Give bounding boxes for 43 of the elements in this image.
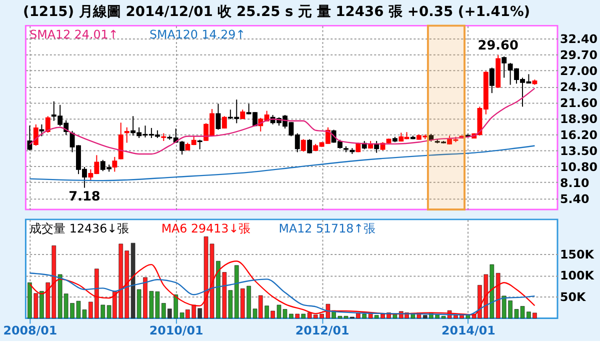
candlestick bbox=[39, 124, 44, 137]
y-tick-label: 27.00 bbox=[560, 64, 598, 78]
y-tick-label: 16.20 bbox=[560, 128, 598, 142]
candlestick bbox=[216, 103, 221, 130]
candlestick bbox=[33, 124, 38, 146]
x-tick-label: 2014/01 bbox=[442, 324, 496, 338]
y-tick-label: 18.90 bbox=[560, 112, 598, 126]
candlestick bbox=[112, 156, 118, 172]
y-tick-label: 29.70 bbox=[560, 48, 598, 62]
y-tick-label: 24.30 bbox=[560, 80, 598, 94]
candlestick bbox=[118, 122, 124, 160]
y-tick-label: 13.50 bbox=[560, 144, 598, 158]
x-tick-label: 2010/01 bbox=[149, 324, 204, 338]
y-tick-label: 21.60 bbox=[560, 96, 598, 110]
chart-title: (1215) 月線圖 2014/12/01 收 25.25 s 元 量 12436 張 +0.35 (+1.41%) bbox=[22, 4, 530, 20]
candlestick bbox=[300, 138, 306, 152]
series-label: 成交量 12436↓張 bbox=[30, 221, 130, 236]
line-series bbox=[29, 260, 536, 316]
y-tick-label: 100K bbox=[560, 268, 595, 283]
y-tick-label: 8.10 bbox=[560, 176, 590, 190]
y-tick-label: 50K bbox=[560, 290, 586, 304]
y-tick-label: 10.80 bbox=[560, 160, 598, 174]
candlestick bbox=[197, 139, 202, 150]
text: MA6 29413↓張 bbox=[161, 221, 251, 236]
candlestick bbox=[222, 116, 227, 130]
annotation: 7.18 bbox=[68, 190, 100, 205]
text: SMA120 14.29↑ bbox=[149, 28, 246, 42]
y-tick-label: 5.40 bbox=[560, 192, 590, 206]
candlestick bbox=[45, 116, 50, 134]
line-series bbox=[29, 145, 536, 182]
text: SMA12 24.01↑ bbox=[30, 28, 118, 42]
x-tick-label: 2012/01 bbox=[295, 324, 350, 338]
candlestick bbox=[27, 125, 32, 151]
candlestick bbox=[502, 56, 507, 78]
y-tick-label: 32.40 bbox=[560, 32, 598, 46]
y-tick-label: 150K bbox=[560, 247, 595, 262]
candlestick bbox=[489, 67, 494, 94]
line-series bbox=[29, 272, 536, 316]
text: MA12 51718↑張 bbox=[278, 221, 376, 236]
candlestick bbox=[124, 126, 130, 144]
candlestick bbox=[307, 138, 312, 154]
x-tick-label: 2008/01 bbox=[3, 324, 58, 338]
annotation: 29.60 bbox=[478, 38, 518, 54]
